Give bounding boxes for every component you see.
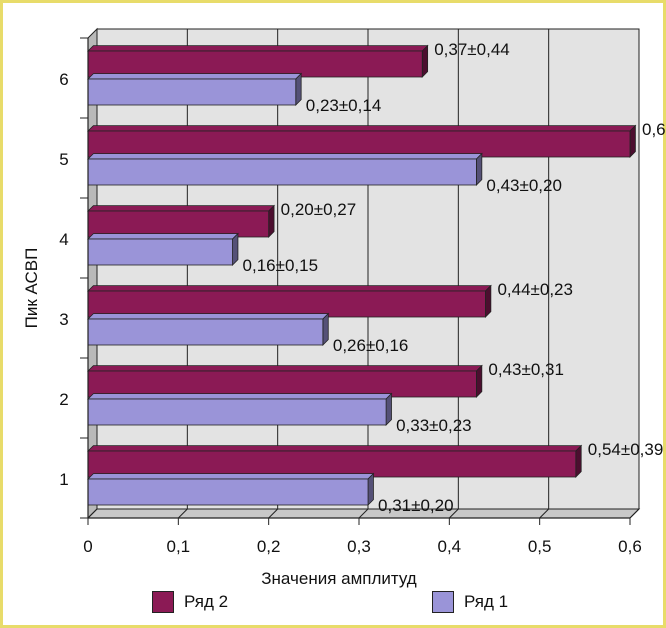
bar-series1-cat6 xyxy=(87,78,297,106)
data-label: 0,33±0,23 xyxy=(396,416,472,435)
data-labels: 0,54±0,39 0,31±0,20 0,43±0,31 0,33±0,23 0,44… xyxy=(243,40,666,515)
y-tick-label: 2 xyxy=(59,390,68,409)
bar-series2-cat4 xyxy=(87,210,270,238)
y-axis-label: Пик АСВП xyxy=(22,248,41,329)
gridlines xyxy=(87,29,640,519)
x-tick-label: 0,2 xyxy=(257,537,281,556)
bar-side-face xyxy=(295,72,302,106)
bar-top-face xyxy=(87,233,239,240)
legend-swatch-series-1 xyxy=(432,591,454,613)
bar-top-face xyxy=(87,45,429,52)
bar-top-face xyxy=(87,125,637,132)
bar-top-face xyxy=(87,205,276,212)
x-tick-label: 0,4 xyxy=(438,537,462,556)
data-label: 0,43±0,31 xyxy=(488,360,564,379)
bar-top-face xyxy=(87,365,483,372)
bar-top-face xyxy=(87,473,375,480)
bar-top-face xyxy=(87,73,303,80)
data-label: 0,44±0,23 xyxy=(497,280,573,299)
data-label: 0,43±0,20 xyxy=(486,176,562,195)
floor-gridline xyxy=(448,508,459,519)
data-label: 0,60±0,37 xyxy=(642,120,666,139)
x-tick-label: 0,5 xyxy=(528,537,552,556)
bar-side-face xyxy=(367,472,374,506)
bar-series2-cat6 xyxy=(87,50,423,78)
x-tick-label: 0,1 xyxy=(167,537,191,556)
y-tick-label: 3 xyxy=(59,310,68,329)
bar-series1-cat2 xyxy=(87,398,387,426)
x-tick-label: 0,3 xyxy=(347,537,371,556)
bar-side-face xyxy=(268,204,275,238)
y-tick-label: 4 xyxy=(59,230,68,249)
floor-gridline xyxy=(268,508,279,519)
bar-series1-cat1 xyxy=(87,478,369,506)
bar-series1-cat5 xyxy=(87,158,477,186)
bar-side-face xyxy=(385,392,392,426)
bar-side-face xyxy=(629,124,636,158)
floor-gridline xyxy=(358,508,369,519)
bar-series2-cat2 xyxy=(87,370,477,398)
bar-side-face xyxy=(232,232,239,266)
legend-swatch-series-2 xyxy=(152,591,174,613)
bar-series2-cat3 xyxy=(87,290,486,318)
x-tick-label: 0,6 xyxy=(618,537,642,556)
x-axis-label: Значения амплитуд xyxy=(261,569,417,588)
legend-item-series-2: Ряд 2 xyxy=(152,591,228,613)
floor-gridline xyxy=(539,508,550,519)
data-label: 0,26±0,16 xyxy=(333,336,409,355)
x-tick-label: 0 xyxy=(83,537,92,556)
legend-item-series-1: Ряд 1 xyxy=(432,591,508,613)
bar-series2-cat1 xyxy=(87,450,577,478)
legend-label-series-1: Ряд 1 xyxy=(464,592,509,611)
floor-gridline xyxy=(629,508,640,519)
data-label: 0,23±0,14 xyxy=(306,96,382,115)
bar-series1-cat4 xyxy=(87,238,233,266)
data-label: 0,20±0,27 xyxy=(281,200,357,219)
bar-top-face xyxy=(87,285,492,292)
bar-top-face xyxy=(87,393,393,400)
bar-side-face xyxy=(476,152,483,186)
y-tick-label: 1 xyxy=(59,470,68,489)
data-label: 0,31±0,20 xyxy=(378,496,454,515)
data-label: 0,54±0,39 xyxy=(588,440,664,459)
bar-side-face xyxy=(485,284,492,318)
floor-gridline xyxy=(87,508,98,519)
data-label: 0,37±0,44 xyxy=(434,40,510,59)
floor-gridline xyxy=(177,508,188,519)
legend-label-series-2: Ряд 2 xyxy=(184,592,229,611)
bar-side-face xyxy=(421,44,429,78)
bar-series1-cat3 xyxy=(87,318,324,346)
bar-side-face xyxy=(476,364,483,398)
y-tick-label: 6 xyxy=(59,70,68,89)
bar-top-face xyxy=(87,313,330,320)
bar-series2-cat5 xyxy=(87,130,631,158)
bar-top-face xyxy=(87,153,483,160)
bars xyxy=(87,44,637,506)
y-tick-label: 5 xyxy=(59,150,68,169)
bar-side-face xyxy=(575,444,582,478)
data-label: 0,16±0,15 xyxy=(243,256,319,275)
bar-top-face xyxy=(87,445,583,452)
bar-side-face xyxy=(322,312,329,346)
axes: 0 0,1 0,2 0,3 0,4 0,5 0,6 1 2 3 4 5 6 xyxy=(59,37,642,556)
